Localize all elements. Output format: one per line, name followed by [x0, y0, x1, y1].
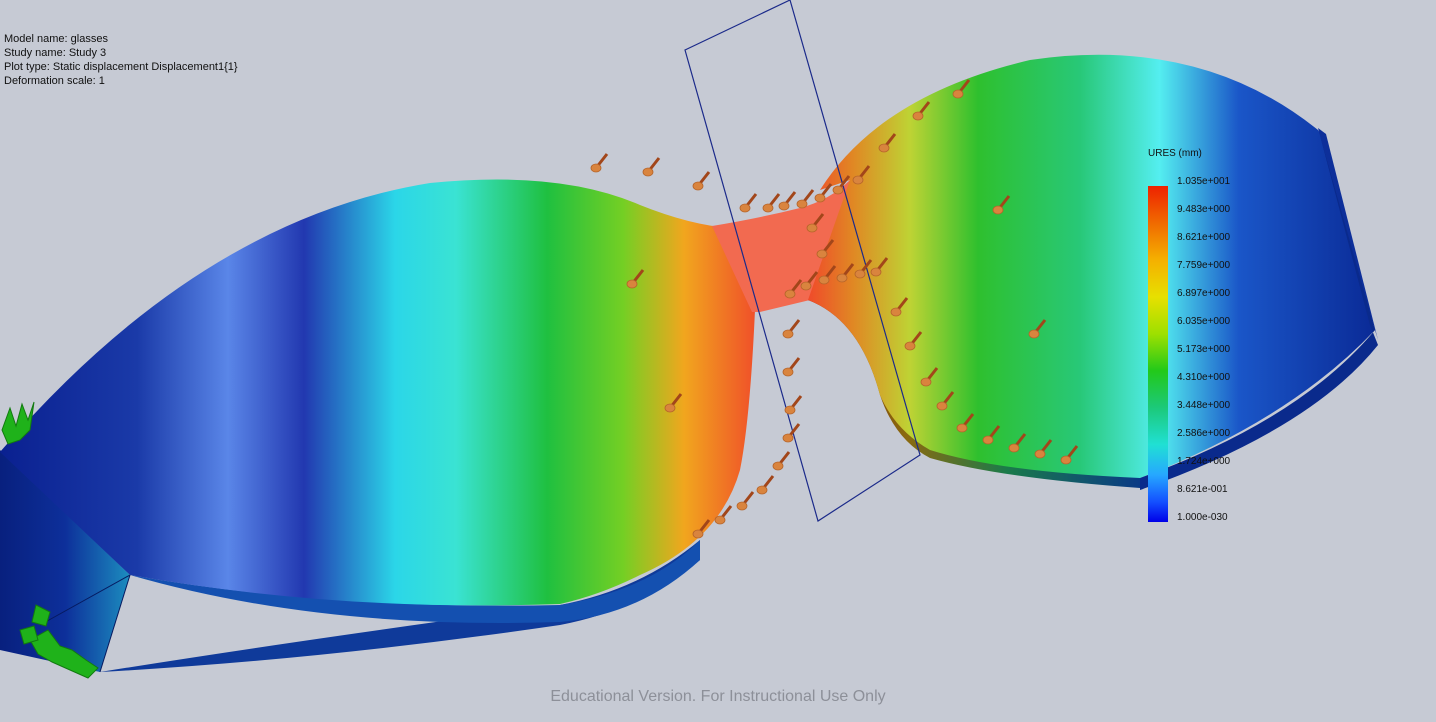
force-arrow-icon[interactable] — [664, 393, 683, 413]
legend-tick-label: 9.483e+000 — [1177, 204, 1231, 215]
right-lens-side-face — [1140, 128, 1378, 490]
force-arrow-icon[interactable] — [816, 239, 835, 259]
force-arrow-icon[interactable] — [714, 505, 733, 525]
model-name-label: Model name: glasses — [4, 33, 108, 45]
force-arrow-icon[interactable] — [784, 279, 803, 299]
force-arrow-icon[interactable] — [890, 297, 909, 317]
force-arrow-icon[interactable] — [832, 175, 851, 195]
force-arrow-icon[interactable] — [952, 79, 971, 99]
force-arrow-icon[interactable] — [836, 263, 855, 283]
legend-tick-label: 4.310e+000 — [1177, 372, 1231, 383]
legend-tick-label: 1.000e-030 — [1177, 512, 1228, 523]
section-plane[interactable] — [684, 0, 921, 522]
force-arrow-icon[interactable] — [692, 519, 711, 539]
force-arrow-icon[interactable] — [992, 195, 1011, 215]
force-arrow-icon[interactable] — [936, 391, 955, 411]
legend-tick-label: 8.621e+000 — [1177, 232, 1231, 243]
legend-tick-label: 7.759e+000 — [1177, 260, 1231, 271]
legend-tick-label: 6.897e+000 — [1177, 288, 1231, 299]
force-arrow-icon[interactable] — [1008, 433, 1027, 453]
force-arrow-icon[interactable] — [590, 153, 609, 173]
model-info: Model name: glasses Study name: Study 3 … — [4, 32, 238, 88]
force-arrow-icon[interactable] — [904, 331, 923, 351]
force-arrow-icon[interactable] — [920, 367, 939, 387]
force-arrow-icon[interactable] — [854, 259, 873, 279]
force-arrow-icon[interactable] — [782, 357, 801, 377]
legend-tick-label: 6.035e+000 — [1177, 316, 1231, 327]
force-arrow-icon[interactable] — [626, 269, 645, 289]
force-arrow-icon[interactable] — [756, 475, 775, 495]
force-arrow-icon[interactable] — [806, 213, 825, 233]
right-lens-surface — [808, 54, 1375, 479]
legend-tick-label: 1.035e+001 — [1177, 176, 1231, 187]
legend-tick-label: 1.724e+000 — [1177, 456, 1231, 467]
force-arrow-icon[interactable] — [642, 157, 661, 177]
force-arrow-icon[interactable] — [818, 265, 837, 285]
left-lens-side-face — [0, 450, 130, 672]
force-arrow-icon[interactable] — [912, 101, 931, 121]
force-arrow-icon[interactable] — [800, 271, 819, 291]
plot-type-label: Plot type: Static displacement Displacem… — [4, 61, 238, 73]
force-arrow-icon[interactable] — [878, 133, 897, 153]
legend-tick-label: 5.173e+000 — [1177, 344, 1231, 355]
watermark: Educational Version. For Instructional U… — [550, 688, 886, 705]
fixture-icon[interactable] — [1, 401, 99, 679]
legend-tick-label: 3.448e+000 — [1177, 400, 1231, 411]
force-arrow-icon[interactable] — [778, 191, 797, 211]
study-name-label: Study name: Study 3 — [4, 47, 107, 59]
force-arrow-icon[interactable] — [739, 193, 758, 213]
force-arrow-icon[interactable] — [782, 319, 801, 339]
load-arrows[interactable] — [590, 79, 1079, 539]
left-lens-surface — [0, 179, 760, 606]
force-arrow-icon[interactable] — [982, 425, 1001, 445]
force-arrow-icon[interactable] — [1028, 319, 1047, 339]
force-arrow-icon[interactable] — [784, 395, 803, 415]
force-arrow-icon[interactable] — [1060, 445, 1079, 465]
force-arrow-icon[interactable] — [782, 423, 801, 443]
force-arrow-icon[interactable] — [692, 171, 711, 191]
force-arrow-icon[interactable] — [852, 165, 871, 185]
force-arrow-icon[interactable] — [1034, 439, 1053, 459]
force-arrow-icon[interactable] — [870, 257, 889, 277]
force-arrow-icon[interactable] — [772, 451, 791, 471]
deformation-scale-label: Deformation scale: 1 — [4, 75, 105, 87]
legend-tick-label: 2.586e+000 — [1177, 428, 1231, 439]
legend-color-bar — [1148, 186, 1168, 522]
force-arrow-icon[interactable] — [796, 189, 815, 209]
force-arrow-icon[interactable] — [762, 193, 781, 213]
legend-tick-label: 8.621e-001 — [1177, 484, 1228, 495]
force-arrow-icon[interactable] — [814, 183, 833, 203]
force-arrow-icon[interactable] — [956, 413, 975, 433]
force-arrow-icon[interactable] — [736, 491, 755, 511]
legend-title: URES (mm) — [1148, 148, 1202, 159]
